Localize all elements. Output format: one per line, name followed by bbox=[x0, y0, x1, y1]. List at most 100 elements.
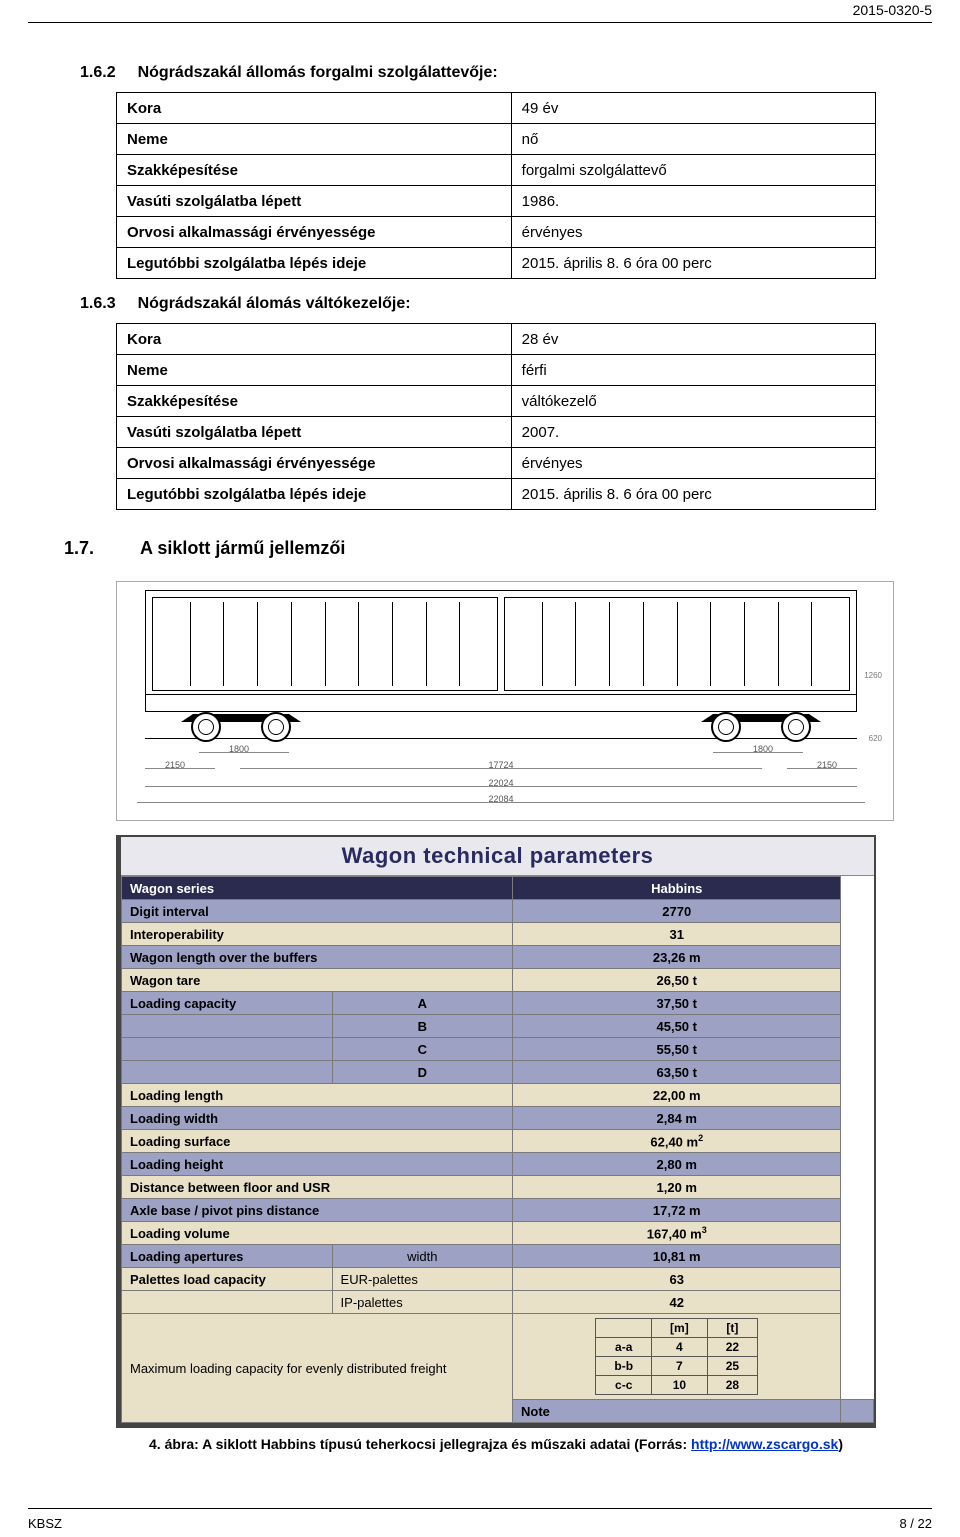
th-series: Wagon series bbox=[122, 877, 513, 900]
dim-h1: 1260 bbox=[864, 671, 882, 680]
t163-v5: 2015. április 8. 6 óra 00 perc bbox=[511, 479, 875, 510]
t163-k2: Szakképesítése bbox=[117, 386, 512, 417]
r3k: Wagon tare bbox=[122, 969, 513, 992]
r0v: 2770 bbox=[513, 900, 841, 923]
lc-s1: B bbox=[332, 1015, 512, 1038]
r21v: 2,84 m bbox=[513, 1107, 841, 1130]
r24k: Distance between floor and USR bbox=[122, 1176, 513, 1199]
r2v: 23,26 m bbox=[513, 946, 841, 969]
la-label: Loading apertures bbox=[122, 1245, 333, 1268]
heading-num: 1.6.3 bbox=[80, 295, 116, 313]
dim-h2: 620 bbox=[869, 734, 882, 743]
t162-v2: forgalmi szolgálattevő bbox=[511, 155, 875, 186]
ml-n2: c-c bbox=[596, 1376, 652, 1395]
r25k: Axle base / pivot pins distance bbox=[122, 1199, 513, 1222]
tech-table: Wagon series Habbins Digit interval2770 … bbox=[121, 876, 874, 1423]
pal-v1: 42 bbox=[513, 1291, 841, 1314]
pal-s1: IP-palettes bbox=[332, 1291, 512, 1314]
t162-v1: nő bbox=[511, 124, 875, 155]
caption-prefix: 4. ábra: A siklott Habbins típusú teherk… bbox=[149, 1436, 691, 1452]
la-sub: width bbox=[332, 1245, 512, 1268]
t163-k3: Vasúti szolgálatba lépett bbox=[117, 417, 512, 448]
inner-table: [m][t] a-a422 b-b725 c-c1028 bbox=[595, 1318, 758, 1395]
table-1-6-2: Kora49 év Nemenő Szakképesítéseforgalmi … bbox=[116, 92, 876, 279]
tech-title: Wagon technical parameters bbox=[121, 837, 874, 876]
t163-v3: 2007. bbox=[511, 417, 875, 448]
heading-num: 1.7. bbox=[64, 538, 94, 559]
la-v: 10,81 m bbox=[513, 1245, 841, 1268]
wagon-right-panel bbox=[504, 597, 850, 691]
r24v: 1,20 m bbox=[513, 1176, 841, 1199]
col-m: [m] bbox=[652, 1319, 708, 1338]
dimension-lines: 1800 1800 2150 17724 2150 22024 22084 bbox=[145, 750, 857, 816]
t162-k1: Neme bbox=[117, 124, 512, 155]
r20k: Loading length bbox=[122, 1084, 513, 1107]
lc-label: Loading capacity bbox=[122, 992, 333, 1015]
r3v: 26,50 t bbox=[513, 969, 841, 992]
t163-v4: érvényes bbox=[511, 448, 875, 479]
doc-id: 2015-0320-5 bbox=[853, 2, 932, 18]
dim-total: 22084 bbox=[145, 794, 857, 804]
footer-rule bbox=[28, 1508, 932, 1509]
t163-k1: Neme bbox=[117, 355, 512, 386]
t162-v3: 1986. bbox=[511, 186, 875, 217]
r0k: Digit interval bbox=[122, 900, 513, 923]
ml-t2: 28 bbox=[707, 1376, 757, 1395]
ml-m2: 10 bbox=[652, 1376, 708, 1395]
r26k: Loading volume bbox=[122, 1222, 513, 1245]
lc-v1: 45,50 t bbox=[513, 1015, 841, 1038]
t163-v2: váltókezelő bbox=[511, 386, 875, 417]
lc-s0: A bbox=[332, 992, 512, 1015]
ml-m1: 7 bbox=[652, 1357, 708, 1376]
t162-v0: 49 év bbox=[511, 93, 875, 124]
r26v: 167,40 m3 bbox=[513, 1222, 841, 1245]
caption-suffix: ) bbox=[838, 1436, 843, 1452]
maxload-label: Maximum loading capacity for evenly dist… bbox=[122, 1314, 513, 1423]
page: 2015-0320-5 1.6.2 Nógrádszakál állomás f… bbox=[0, 0, 960, 1537]
ml-n1: b-b bbox=[596, 1357, 652, 1376]
th-habbins: Habbins bbox=[513, 877, 841, 900]
caption-link[interactable]: http://www.zscargo.sk bbox=[691, 1436, 838, 1452]
heading-text: Nógrádszakál álomás váltókezelője: bbox=[138, 295, 411, 313]
r23k: Loading height bbox=[122, 1153, 513, 1176]
dim-bogie-r: 1800 bbox=[753, 744, 773, 754]
wagon-deck bbox=[146, 694, 856, 703]
content: 1.6.2 Nógrádszakál állomás forgalmi szol… bbox=[0, 0, 960, 1452]
t162-v4: érvényes bbox=[511, 217, 875, 248]
dim-bogie-l: 1800 bbox=[229, 744, 249, 754]
dim-body: 22024 bbox=[145, 778, 857, 788]
t163-v0: 28 év bbox=[511, 324, 875, 355]
header-rule bbox=[28, 22, 932, 23]
tech-params: Wagon technical parameters Wagon series … bbox=[116, 835, 876, 1428]
heading-text: A siklott jármű jellemzői bbox=[140, 538, 345, 559]
lc-v3: 63,50 t bbox=[513, 1061, 841, 1084]
t162-v5: 2015. április 8. 6 óra 00 perc bbox=[511, 248, 875, 279]
bogie-right bbox=[701, 710, 821, 742]
t163-k4: Orvosi alkalmassági érvényessége bbox=[117, 448, 512, 479]
dim-mid: 17724 bbox=[145, 760, 857, 770]
r1k: Interoperability bbox=[122, 923, 513, 946]
footer-right: 8 / 22 bbox=[899, 1516, 932, 1531]
lc-s3: D bbox=[332, 1061, 512, 1084]
pal-v0: 63 bbox=[513, 1268, 841, 1291]
t163-k5: Legutóbbi szolgálatba lépés ideje bbox=[117, 479, 512, 510]
note-label: Note bbox=[513, 1400, 841, 1423]
figure-caption: 4. ábra: A siklott Habbins típusú teherk… bbox=[116, 1436, 876, 1452]
table-1-6-3: Kora28 év Nemeférfi Szakképesítéseváltók… bbox=[116, 323, 876, 510]
r21k: Loading width bbox=[122, 1107, 513, 1130]
t162-k0: Kora bbox=[117, 93, 512, 124]
dim-oh-r: 2150 bbox=[817, 760, 837, 770]
t162-k5: Legutóbbi szolgálatba lépés ideje bbox=[117, 248, 512, 279]
r1v: 31 bbox=[513, 923, 841, 946]
r2k: Wagon length over the buffers bbox=[122, 946, 513, 969]
lc-v2: 55,50 t bbox=[513, 1038, 841, 1061]
bogies bbox=[145, 712, 857, 750]
wagon-left-panel bbox=[152, 597, 498, 691]
footer: KBSZ 8 / 22 bbox=[28, 1516, 932, 1531]
t162-k2: Szakképesítése bbox=[117, 155, 512, 186]
pal-s0: EUR-palettes bbox=[332, 1268, 512, 1291]
ml-t1: 25 bbox=[707, 1357, 757, 1376]
r25v: 17,72 m bbox=[513, 1199, 841, 1222]
wagon-diagram: 1260 620 1800 1800 2150 1772 bbox=[116, 581, 894, 821]
pal-label: Palettes load capacity bbox=[122, 1268, 333, 1291]
